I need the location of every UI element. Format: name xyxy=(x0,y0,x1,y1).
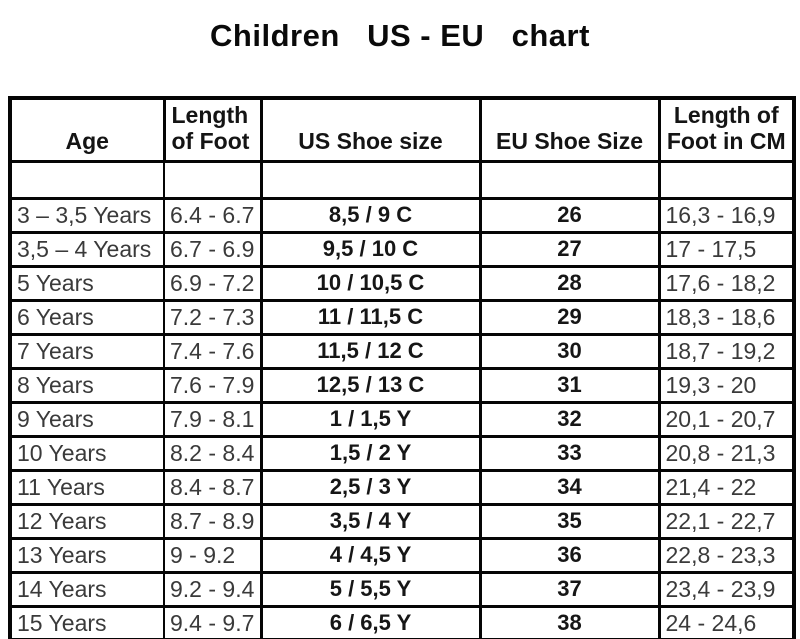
cell-age: 11 Years xyxy=(8,468,165,506)
cell-length-of-foot-cm: 22,8 - 23,3 xyxy=(657,536,796,574)
table-row: 15 Years 9.4 - 9.7 6 / 6,5 Y 38 24 - 24,6 xyxy=(8,604,796,639)
column-header-length-of-foot: Length of Foot xyxy=(162,96,263,163)
cell-length-of-foot: 6.4 - 6.7 xyxy=(163,196,263,234)
cell-length-of-foot: 7.4 - 7.6 xyxy=(163,332,263,370)
cell-us-shoe-size: 3,5 / 4 Y xyxy=(259,502,482,540)
cell-length-of-foot: 7.6 - 7.9 xyxy=(163,366,263,404)
cell-eu-shoe-size: 33 xyxy=(478,434,661,472)
table-row: 3,5 – 4 Years 6.7 - 6.9 9,5 / 10 C 27 17 - 1… xyxy=(8,230,796,268)
table-row: 3 – 3,5 Years 6.4 - 6.7 8,5 / 9 C 26 16,3 - … xyxy=(8,196,796,234)
cell-eu-shoe-size: 38 xyxy=(478,604,661,639)
cell-us-shoe-size: 8,5 / 9 C xyxy=(259,196,482,234)
column-header-age: Age xyxy=(8,96,166,163)
cell-us-shoe-size: 1,5 / 2 Y xyxy=(259,434,482,472)
cell-length-of-foot: 9.4 - 9.7 xyxy=(163,604,263,639)
cell-length-of-foot: 8.4 - 8.7 xyxy=(163,468,263,506)
cell-us-shoe-size: 4 / 4,5 Y xyxy=(259,536,482,574)
table-row: 6 Years 7.2 - 7.3 11 / 11,5 C 29 18,3 - 18,6 xyxy=(8,298,796,336)
cell-age: 15 Years xyxy=(8,604,165,639)
table-row: 10 Years 8.2 - 8.4 1,5 / 2 Y 33 20,8 - 21,3 xyxy=(8,434,796,472)
cell-eu-shoe-size: 28 xyxy=(478,264,661,302)
cell-age: 3 – 3,5 Years xyxy=(8,196,165,234)
spacer-cell xyxy=(163,159,263,200)
cell-length-of-foot-cm: 21,4 - 22 xyxy=(657,468,796,506)
column-header-eu-shoe-size: EU Shoe Size xyxy=(478,96,661,163)
cell-eu-shoe-size: 27 xyxy=(478,230,661,268)
spacer-row xyxy=(8,159,796,200)
spacer-cell xyxy=(478,159,661,200)
cell-length-of-foot: 9 - 9.2 xyxy=(163,536,263,574)
cell-age: 3,5 – 4 Years xyxy=(8,230,165,268)
header-row: Age Length of Foot US Shoe size EU Shoe … xyxy=(8,96,796,163)
column-header-us-shoe-size: US Shoe size xyxy=(259,96,482,163)
cell-length-of-foot-cm: 18,7 - 19,2 xyxy=(657,332,796,370)
cell-age: 10 Years xyxy=(8,434,165,472)
cell-age: 5 Years xyxy=(8,264,165,302)
cell-length-of-foot-cm: 16,3 - 16,9 xyxy=(657,196,796,234)
cell-length-of-foot-cm: 22,1 - 22,7 xyxy=(657,502,796,540)
cell-length-of-foot-cm: 20,8 - 21,3 xyxy=(657,434,796,472)
page-title: Children US - EU chart xyxy=(210,18,590,53)
cell-length-of-foot: 7.2 - 7.3 xyxy=(163,298,263,336)
children-size-chart-table: Age Length of Foot US Shoe size EU Shoe … xyxy=(8,96,796,639)
cell-age: 13 Years xyxy=(8,536,165,574)
cell-eu-shoe-size: 36 xyxy=(478,536,661,574)
cell-eu-shoe-size: 37 xyxy=(478,570,661,608)
cell-length-of-foot-cm: 17 - 17,5 xyxy=(657,230,796,268)
cell-us-shoe-size: 6 / 6,5 Y xyxy=(259,604,482,639)
spacer-cell xyxy=(657,159,796,200)
cell-eu-shoe-size: 30 xyxy=(478,332,661,370)
cell-age: 8 Years xyxy=(8,366,165,404)
cell-length-of-foot-cm: 23,4 - 23,9 xyxy=(657,570,796,608)
column-header-length-of-foot-cm: Length of Foot in CM xyxy=(657,96,796,163)
table-row: 9 Years 7.9 - 8.1 1 / 1,5 Y 32 20,1 - 20,7 xyxy=(8,400,796,438)
table-row: 11 Years 8.4 - 8.7 2,5 / 3 Y 34 21,4 - 22 xyxy=(8,468,796,506)
table-row: 13 Years 9 - 9.2 4 / 4,5 Y 36 22,8 - 23,3 xyxy=(8,536,796,574)
cell-eu-shoe-size: 31 xyxy=(478,366,661,404)
cell-eu-shoe-size: 34 xyxy=(478,468,661,506)
cell-us-shoe-size: 12,5 / 13 C xyxy=(259,366,482,404)
cell-us-shoe-size: 1 / 1,5 Y xyxy=(259,400,482,438)
table-body: 3 – 3,5 Years 6.4 - 6.7 8,5 / 9 C 26 16,3 - … xyxy=(8,159,796,639)
cell-length-of-foot: 9.2 - 9.4 xyxy=(163,570,263,608)
table-row: 8 Years 7.6 - 7.9 12,5 / 13 C 31 19,3 - 20 xyxy=(8,366,796,404)
cell-age: 7 Years xyxy=(8,332,165,370)
cell-us-shoe-size: 10 / 10,5 C xyxy=(259,264,482,302)
cell-age: 9 Years xyxy=(8,400,165,438)
cell-length-of-foot: 6.7 - 6.9 xyxy=(163,230,263,268)
cell-us-shoe-size: 2,5 / 3 Y xyxy=(259,468,482,506)
cell-eu-shoe-size: 35 xyxy=(478,502,661,540)
table-row: 7 Years 7.4 - 7.6 11,5 / 12 C 30 18,7 - 19,2 xyxy=(8,332,796,370)
cell-length-of-foot-cm: 24 - 24,6 xyxy=(657,604,796,639)
cell-length-of-foot-cm: 17,6 - 18,2 xyxy=(657,264,796,302)
cell-us-shoe-size: 9,5 / 10 C xyxy=(259,230,482,268)
cell-eu-shoe-size: 26 xyxy=(478,196,661,234)
table-row: 5 Years 6.9 - 7.2 10 / 10,5 C 28 17,6 - 18,2 xyxy=(8,264,796,302)
cell-us-shoe-size: 5 / 5,5 Y xyxy=(259,570,482,608)
cell-age: 14 Years xyxy=(8,570,165,608)
cell-eu-shoe-size: 29 xyxy=(478,298,661,336)
cell-age: 6 Years xyxy=(8,298,165,336)
cell-length-of-foot-cm: 19,3 - 20 xyxy=(657,366,796,404)
cell-eu-shoe-size: 32 xyxy=(478,400,661,438)
cell-age: 12 Years xyxy=(8,502,165,540)
spacer-cell xyxy=(8,159,165,200)
table-row: 14 Years 9.2 - 9.4 5 / 5,5 Y 37 23,4 - 23,9 xyxy=(8,570,796,608)
cell-us-shoe-size: 11 / 11,5 C xyxy=(259,298,482,336)
cell-us-shoe-size: 11,5 / 12 C xyxy=(259,332,482,370)
cell-length-of-foot: 8.2 - 8.4 xyxy=(163,434,263,472)
table-row: 12 Years 8.7 - 8.9 3,5 / 4 Y 35 22,1 - 22,7 xyxy=(8,502,796,540)
spacer-cell xyxy=(259,159,482,200)
cell-length-of-foot: 6.9 - 7.2 xyxy=(163,264,263,302)
cell-length-of-foot-cm: 20,1 - 20,7 xyxy=(657,400,796,438)
cell-length-of-foot: 8.7 - 8.9 xyxy=(163,502,263,540)
cell-length-of-foot: 7.9 - 8.1 xyxy=(163,400,263,438)
cell-length-of-foot-cm: 18,3 - 18,6 xyxy=(657,298,796,336)
